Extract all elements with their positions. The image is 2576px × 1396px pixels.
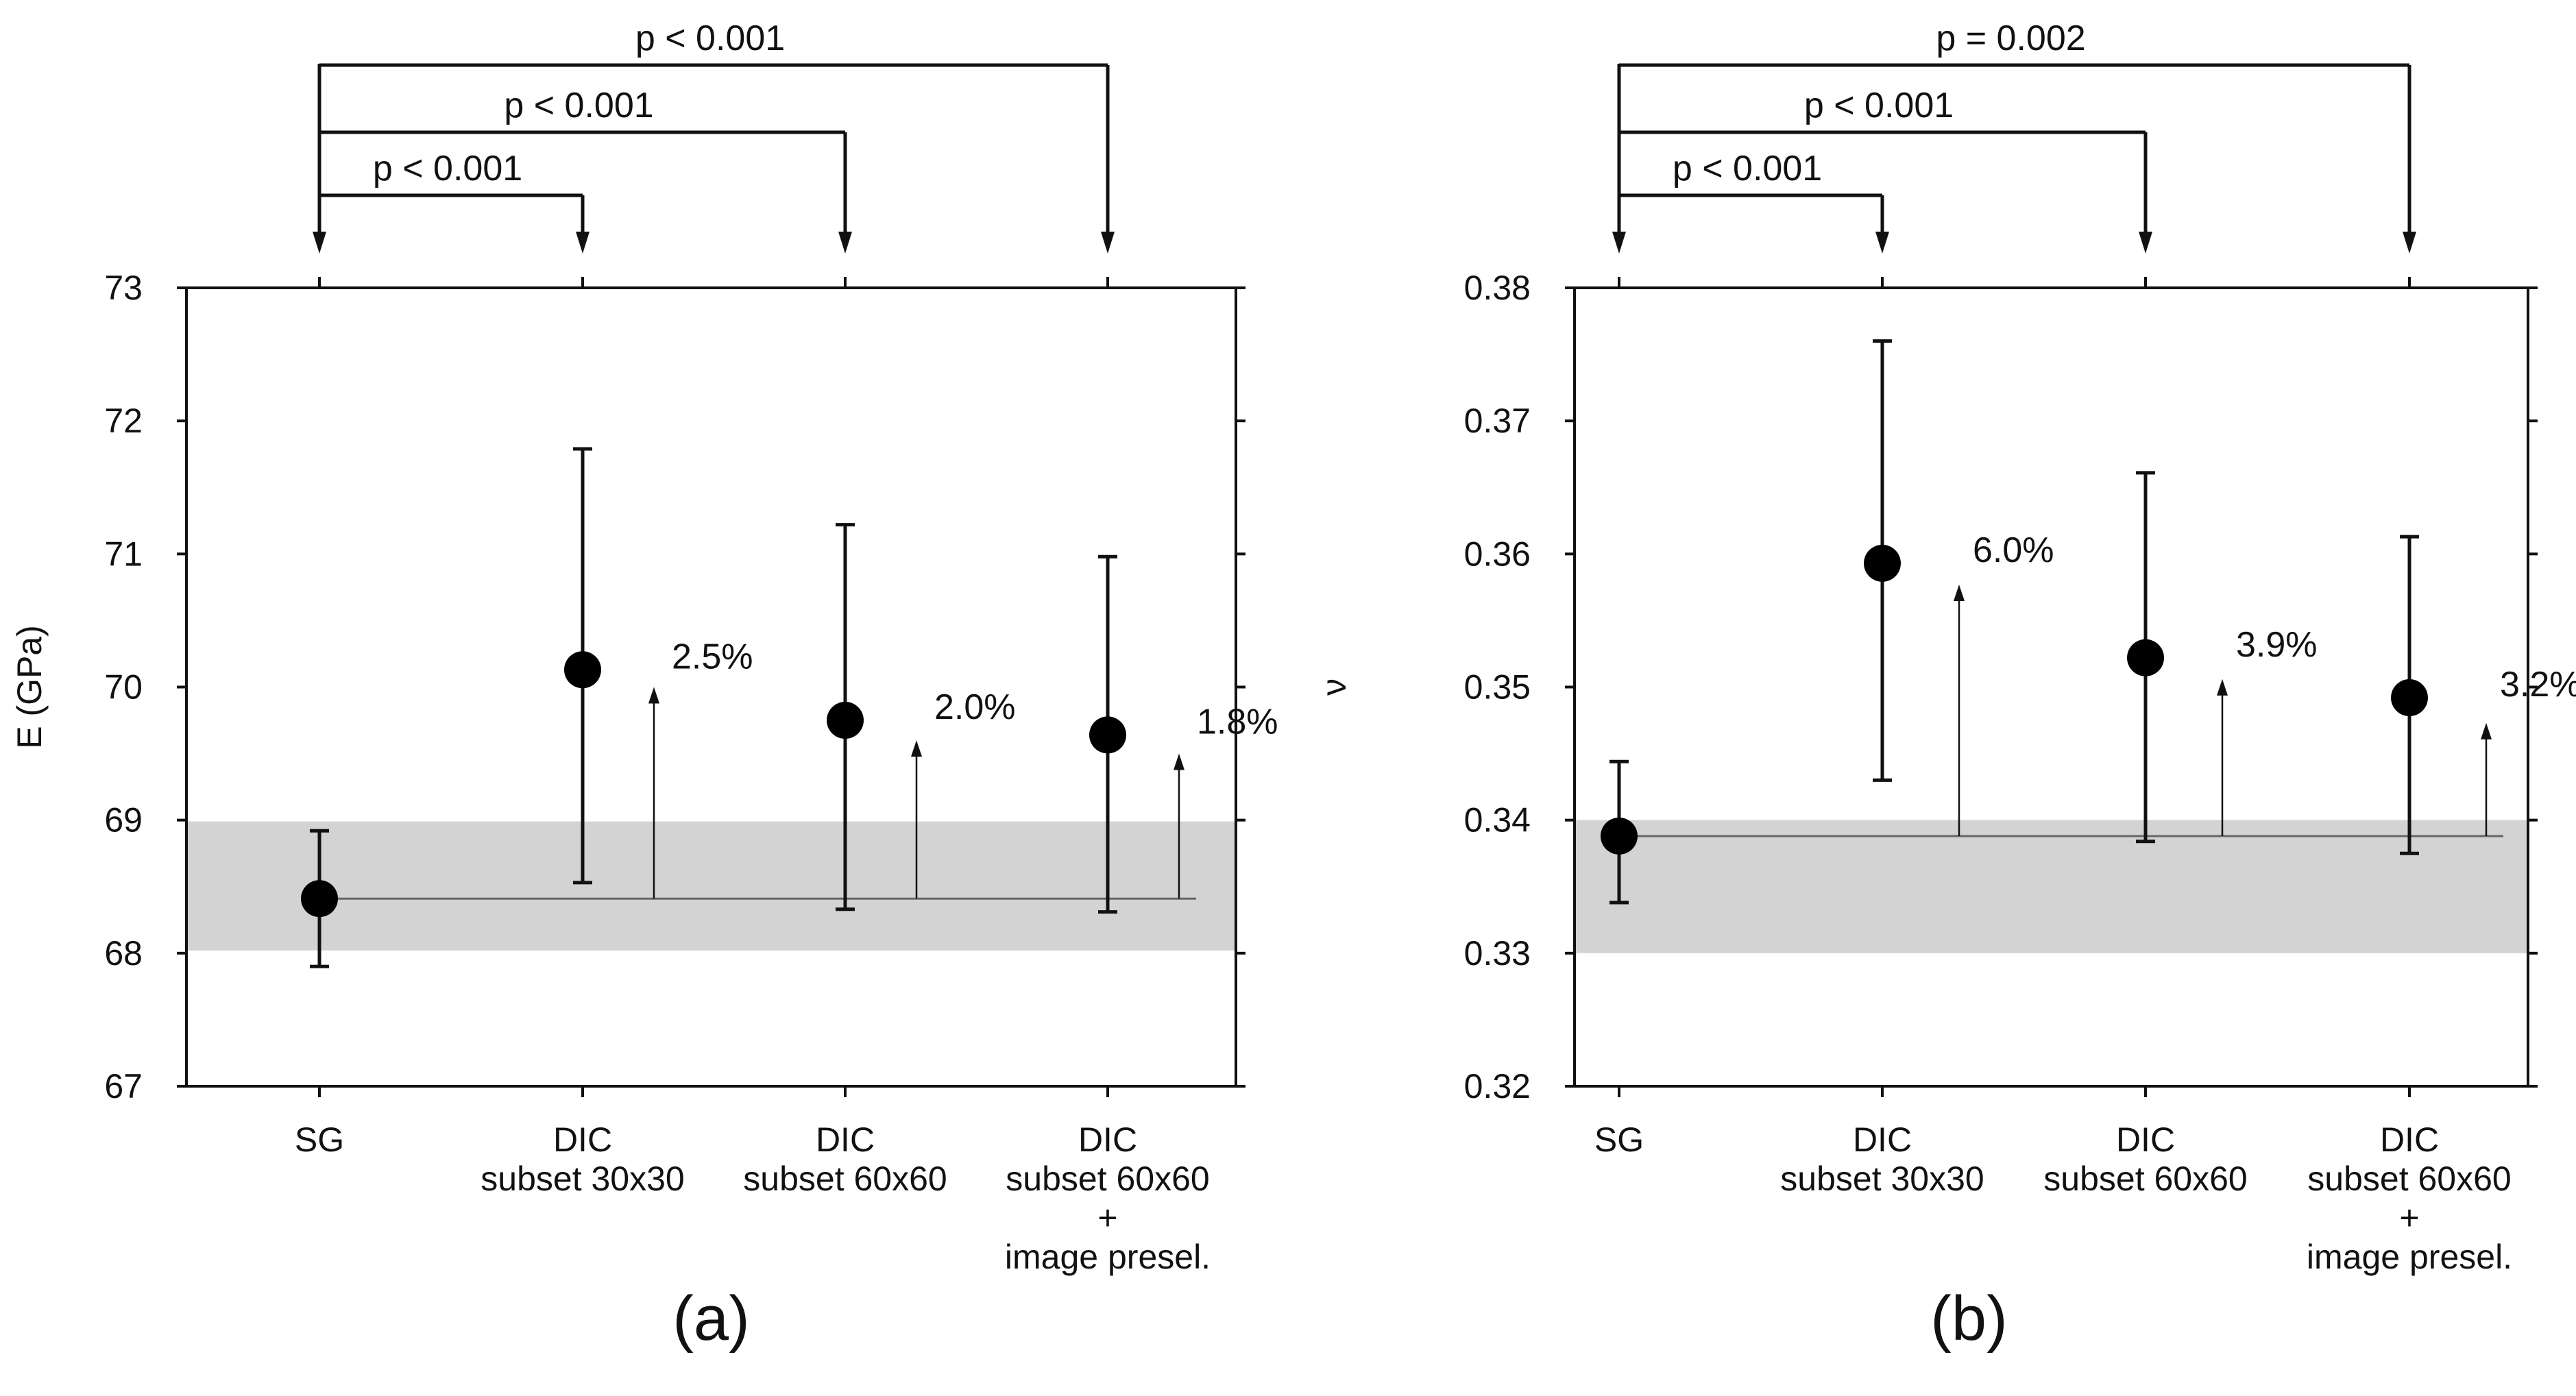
difference-label: 6.0% [1973,530,2054,570]
category-label: subset 30x30 [1780,1160,1984,1198]
y-tick-label: 72 [104,402,143,440]
significance-arrow-head [838,232,852,254]
panel-label: (b) [1930,1284,2007,1354]
y-tick-label: 0.33 [1464,934,1531,972]
difference-arrow-head [648,687,659,704]
category-label: DIC [553,1121,612,1159]
category-label: DIC [2116,1121,2175,1159]
category-label: subset 60x60 [1006,1160,1209,1198]
data-point [827,702,864,739]
significance-arrow-head [2139,232,2152,254]
y-axis-label: E (GPa) [10,625,49,749]
significance-stem-head [1612,232,1626,254]
difference-arrow-head [1954,584,1965,601]
significance-arrow-head [1875,232,1889,254]
difference-label: 2.0% [934,687,1016,727]
y-tick-label: 0.37 [1464,402,1531,440]
category-label: SG [1594,1121,1644,1159]
category-label: + [1097,1199,1117,1237]
data-point [1601,817,1638,855]
y-tick-label: 0.35 [1464,668,1531,707]
data-point [564,651,601,689]
difference-arrow-head [911,740,922,757]
y-tick-label: 71 [104,535,143,573]
category-label: DIC [1853,1121,1912,1159]
significance-label: p < 0.001 [1673,149,1822,188]
category-label: image presel. [1005,1238,1211,1276]
y-tick-label: 70 [104,668,143,707]
y-tick-label: 69 [104,801,143,840]
y-tick-label: 0.38 [1464,269,1531,307]
y-tick-label: 0.34 [1464,801,1531,840]
category-label: image presel. [2307,1238,2512,1276]
y-tick-label: 0.36 [1464,535,1531,573]
y-tick-label: 0.32 [1464,1067,1531,1105]
significance-label: p < 0.001 [1804,86,1954,125]
significance-stem-head [313,232,326,254]
plot-frame [185,286,1237,1088]
y-tick-label: 67 [104,1067,143,1105]
category-label: + [2399,1199,2419,1237]
reference-band [186,821,1236,951]
significance-arrow-head [2403,232,2416,254]
data-point [2391,679,2428,717]
significance-arrow-head [1101,232,1115,254]
reference-band [1575,820,2528,953]
significance-label: p < 0.001 [504,86,653,125]
data-point [1864,544,1901,582]
difference-label: 1.8% [1197,702,1278,742]
data-point [1089,716,1126,754]
category-label: DIC [1078,1121,1137,1159]
category-label: subset 60x60 [743,1160,947,1198]
category-label: subset 60x60 [2043,1160,2247,1198]
significance-label: p = 0.002 [1936,19,2085,58]
difference-label: 3.2% [2500,665,2576,705]
y-tick-label: 68 [104,934,143,972]
category-label: subset 60x60 [2307,1160,2511,1198]
difference-arrow-head [2217,678,2228,696]
plot-frame [1573,286,2529,1088]
category-label: DIC [2380,1121,2439,1159]
data-point [301,880,338,918]
category-label: DIC [816,1121,875,1159]
data-point [2127,639,2164,676]
difference-label: 2.5% [672,637,753,676]
difference-arrow-head [1174,753,1184,770]
significance-label: p < 0.001 [373,149,522,188]
panel-label: (a) [672,1284,749,1354]
significance-label: p < 0.001 [635,19,785,58]
difference-arrow-head [2481,722,2492,739]
significance-arrow-head [576,232,590,254]
category-label: SG [295,1121,344,1159]
y-tick-label: 73 [104,269,143,307]
difference-label: 3.9% [2236,625,2318,665]
y-axis-label: ν [1315,678,1353,696]
category-label: subset 30x30 [481,1160,684,1198]
